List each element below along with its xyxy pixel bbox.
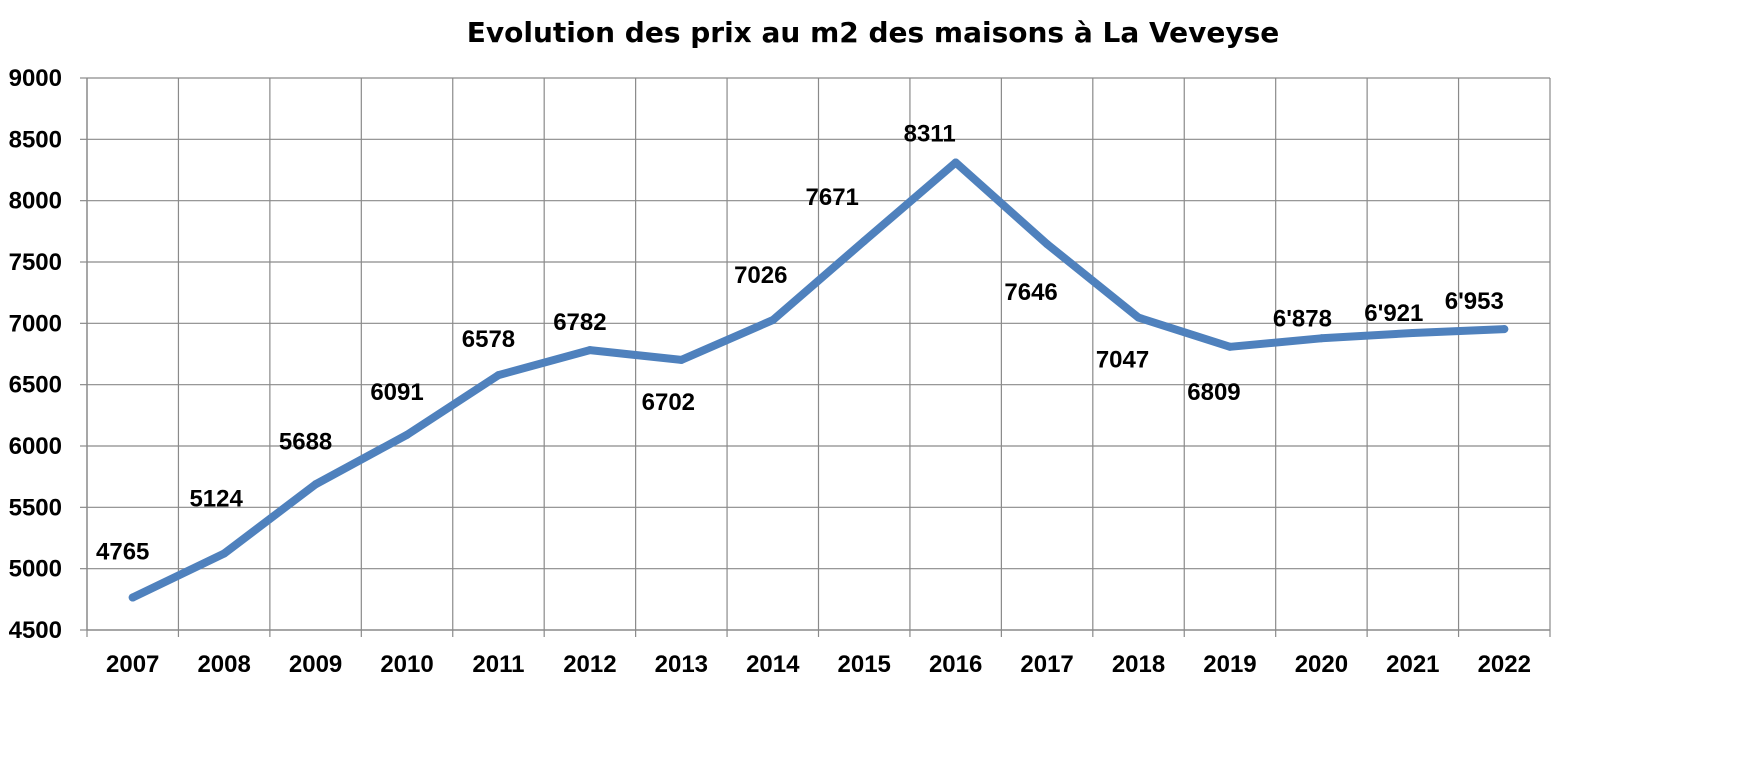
x-tick-label: 2022: [1478, 651, 1531, 678]
x-tick-label: 2018: [1112, 651, 1165, 678]
data-label: 7646: [1004, 279, 1057, 306]
data-label: 6809: [1187, 379, 1240, 406]
data-point: [494, 371, 503, 380]
y-tick-label: 6500: [9, 372, 62, 399]
data-point: [951, 158, 960, 167]
x-tick-label: 2012: [563, 651, 616, 678]
data-label: 5688: [279, 428, 332, 455]
y-tick-labels: 4500 5000 5500 6000 6500 7000 7500 8000 8500 9000: [9, 65, 62, 644]
data-labels: 4765 5124 5688 6091 6578 6782 6702 7026 7671 8311…: [96, 121, 1504, 566]
data-point: [128, 593, 137, 602]
x-tick-label: 2017: [1020, 651, 1073, 678]
x-tick-label: 2011: [472, 651, 524, 678]
data-point: [860, 237, 869, 246]
data-point: [677, 355, 686, 364]
data-label: 7671: [806, 184, 859, 211]
data-label: 6'953: [1445, 288, 1504, 315]
x-tick-label: 2013: [655, 651, 708, 678]
y-tick-label: 5500: [9, 494, 62, 521]
y-tick-label: 5000: [9, 556, 62, 583]
data-label: 6'921: [1364, 300, 1423, 327]
data-point: [1225, 342, 1234, 351]
data-point: [768, 316, 777, 325]
data-point: [1134, 313, 1143, 322]
data-label: 6578: [462, 326, 515, 353]
data-point: [1500, 325, 1509, 334]
x-tick-labels: 2007 2008 2009 2010 2011 2012 2013 2014 2015 2016…: [106, 651, 1531, 678]
x-tick-label: 2009: [289, 651, 342, 678]
x-tick-label: 2020: [1295, 651, 1348, 678]
data-label: 6'878: [1273, 305, 1332, 332]
grid-lines: [87, 77, 1551, 630]
data-point: [311, 480, 320, 489]
x-tick-label: 2016: [929, 651, 982, 678]
x-tick-label: 2007: [106, 651, 159, 678]
x-tick-label: 2019: [1203, 651, 1256, 678]
y-tick-label: 4500: [9, 617, 62, 644]
data-point: [1408, 329, 1417, 338]
data-point: [220, 549, 229, 558]
data-point: [403, 430, 412, 439]
x-tick-label: 2015: [838, 651, 891, 678]
y-tick-label: 7500: [9, 249, 62, 276]
x-tick-label: 2010: [380, 651, 433, 678]
data-label: 5124: [189, 485, 243, 512]
series-line: [128, 158, 1509, 602]
data-point: [585, 346, 594, 355]
data-point: [1317, 334, 1326, 343]
data-label: 6091: [370, 379, 423, 406]
series-group: [128, 158, 1509, 602]
axes: [80, 77, 1551, 637]
x-tick-label: 2021: [1386, 651, 1439, 678]
y-tick-label: 8000: [9, 188, 62, 215]
y-tick-label: 7000: [9, 310, 62, 337]
y-tick-label: 9000: [9, 65, 62, 92]
data-label: 7047: [1096, 347, 1149, 374]
data-label: 7026: [734, 262, 787, 289]
y-tick-label: 8500: [9, 126, 62, 153]
x-tick-label: 2008: [197, 651, 250, 678]
chart-title: Evolution des prix au m2 des maisons à L…: [466, 16, 1280, 49]
data-label: 4765: [96, 538, 149, 565]
y-tick-label: 6000: [9, 433, 62, 460]
x-tick-label: 2014: [746, 651, 800, 678]
data-label: 6782: [553, 309, 606, 336]
data-point: [1043, 240, 1052, 249]
data-label: 8311: [904, 121, 956, 148]
data-label: 6702: [642, 389, 695, 416]
